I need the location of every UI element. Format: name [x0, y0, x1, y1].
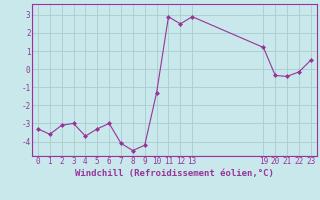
X-axis label: Windchill (Refroidissement éolien,°C): Windchill (Refroidissement éolien,°C) — [75, 169, 274, 178]
